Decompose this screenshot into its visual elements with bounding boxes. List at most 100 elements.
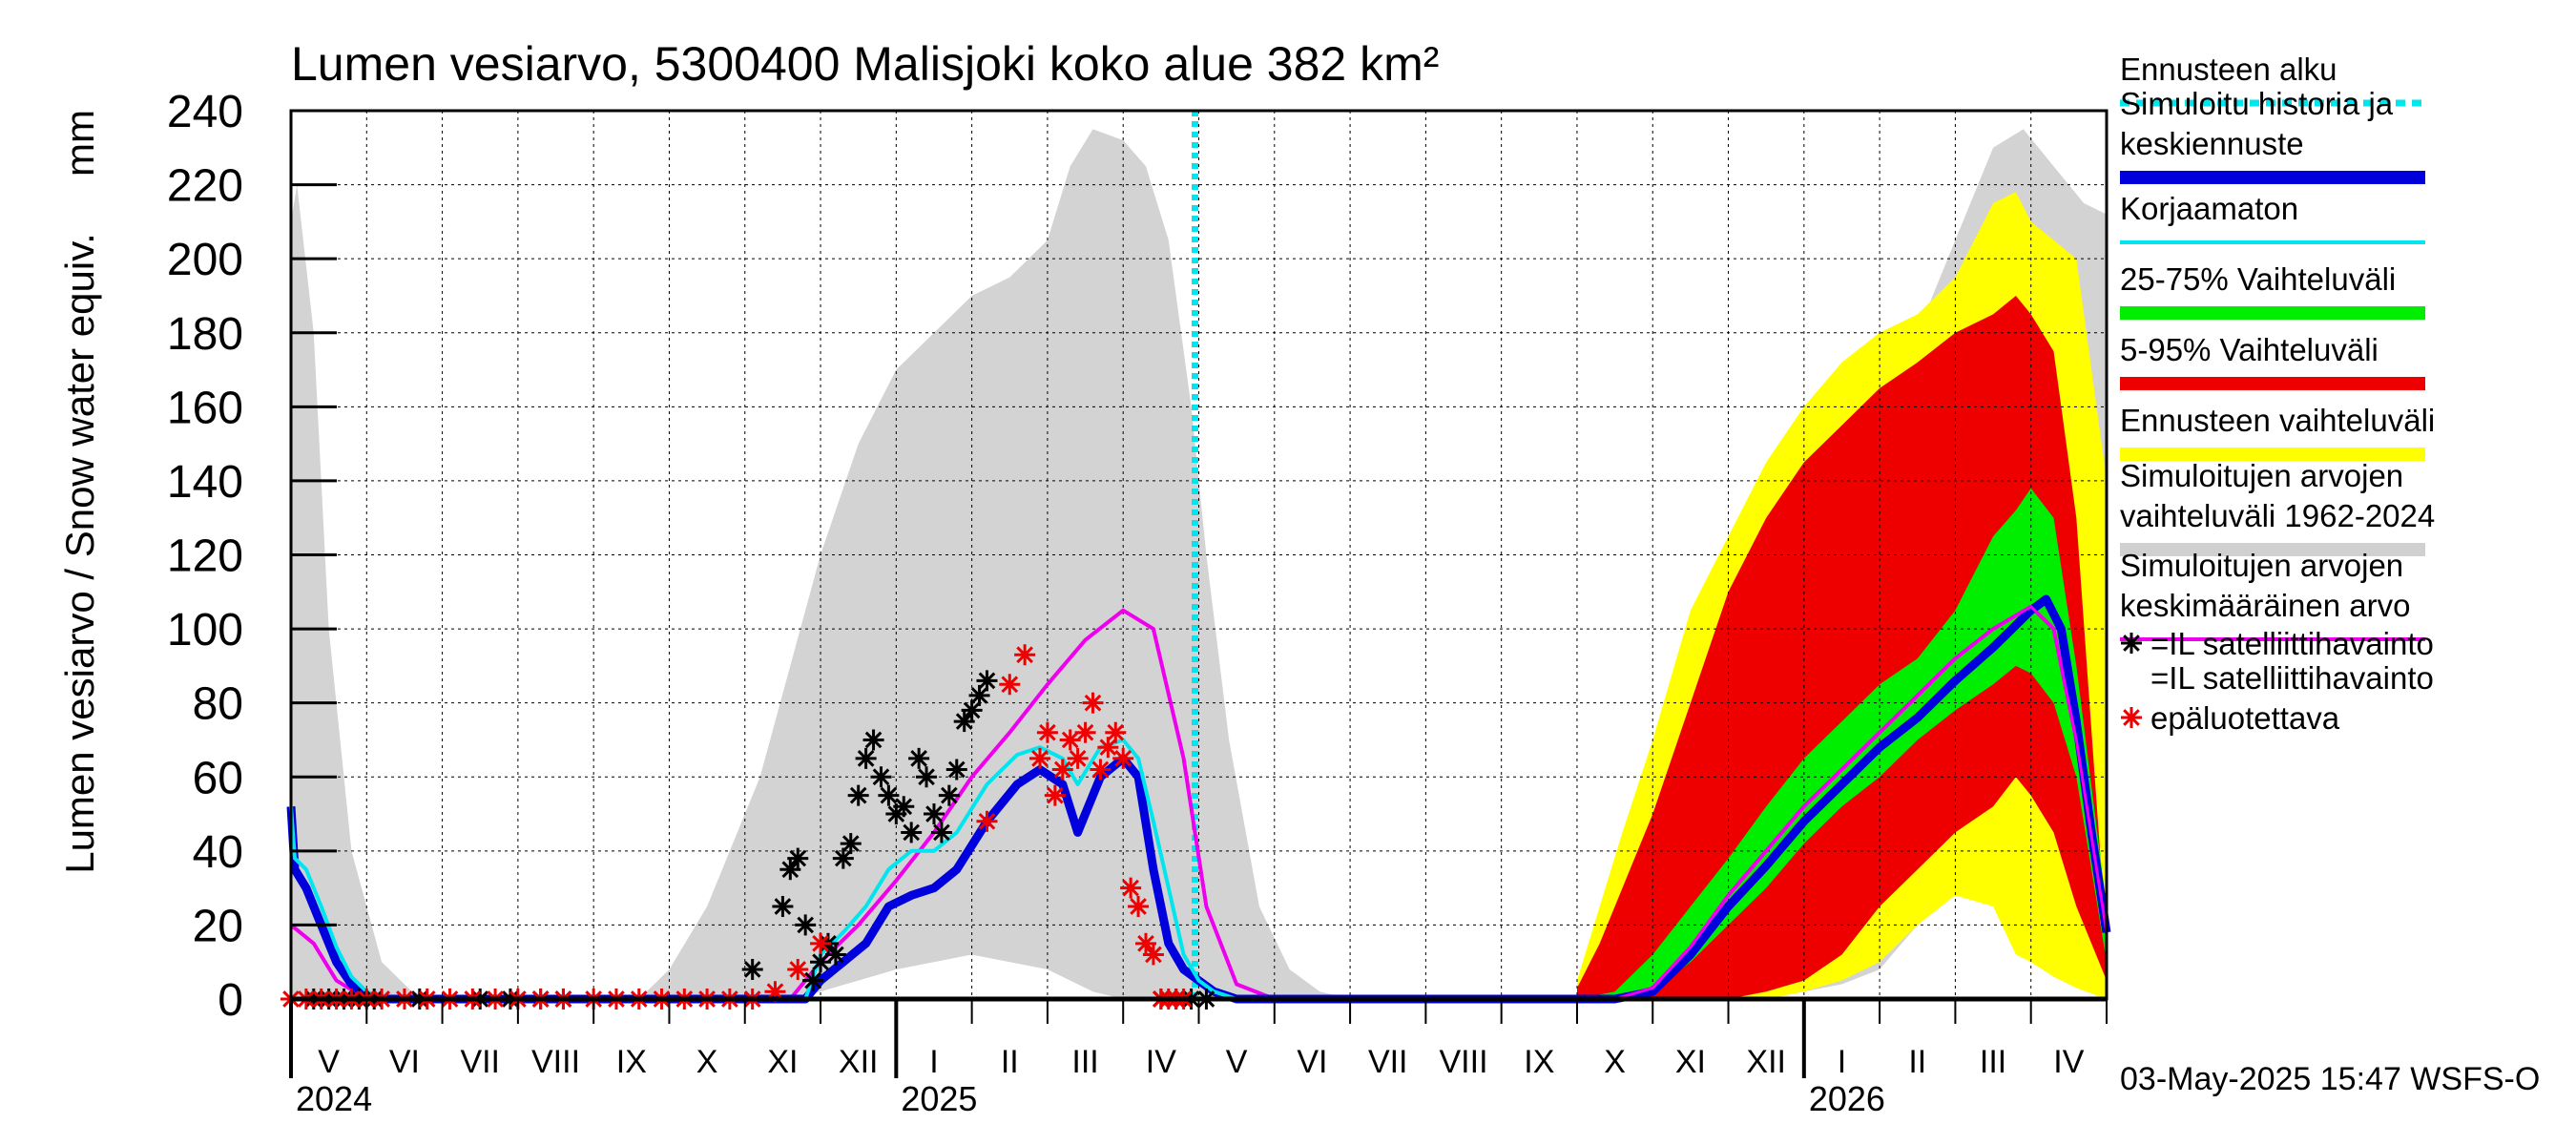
unreliable-satellite-observation-point <box>787 958 809 980</box>
unreliable-satellite-observation-point <box>1090 759 1111 781</box>
satellite-observation-point <box>802 969 824 991</box>
satellite-observation-point <box>795 914 817 936</box>
unreliable-satellite-observation-point <box>1142 944 1164 966</box>
legend-label: =IL satelliittihavainto epäluotettava <box>2150 660 2434 736</box>
x-month-label: XII <box>839 1044 879 1080</box>
unreliable-satellite-observation-point <box>1105 721 1127 743</box>
unreliable-satellite-observation-point <box>1014 644 1036 666</box>
y-tick-label: 180 <box>167 309 243 360</box>
unreliable-satellite-observation-point <box>1134 932 1156 954</box>
legend-label: Korjaamaton <box>2120 191 2298 226</box>
unreliable-satellite-observation-point <box>999 674 1021 696</box>
legend-swatch <box>2120 306 2425 320</box>
legend-label: Simuloitu historia ja keskiennuste <box>2120 86 2394 161</box>
legend-swatch-star <box>2121 707 2142 728</box>
satellite-observation-point <box>908 747 930 769</box>
x-month-label: V <box>1226 1044 1248 1080</box>
x-month-label: IX <box>616 1044 647 1080</box>
unreliable-satellite-observation-point <box>1128 896 1150 918</box>
legend-label: Simuloitujen arvojen keskimääräinen arvo <box>2120 548 2410 623</box>
legend-label: =IL satelliittihavainto <box>2150 626 2434 661</box>
satellite-observation-point <box>968 684 990 706</box>
y-tick-label: 40 <box>193 827 243 878</box>
x-month-label: VII <box>460 1044 500 1080</box>
grid-layer <box>291 110 2107 999</box>
unreliable-satellite-observation-point <box>1120 877 1142 899</box>
legend-swatch <box>2120 171 2425 184</box>
satellite-observation-point <box>953 711 975 733</box>
unreliable-satellite-observation-point <box>1067 747 1089 769</box>
x-month-label: IV <box>2053 1044 2084 1080</box>
x-month-label: VI <box>1297 1044 1327 1080</box>
x-month-label: VII <box>1368 1044 1408 1080</box>
satellite-observation-point <box>832 847 854 869</box>
series-line-korjaamaton <box>289 738 1275 1001</box>
satellite-observation-point <box>916 766 938 788</box>
satellite-observation-point <box>945 759 967 781</box>
legend-item: Korjaamaton <box>2120 191 2425 244</box>
x-month-label: V <box>318 1044 340 1080</box>
timestamp: 03-May-2025 15:47 WSFS-O <box>2120 1061 2540 1097</box>
x-month-label: IX <box>1524 1044 1554 1080</box>
series-line-mean-overlay <box>1577 604 2109 1001</box>
legend-item: Simuloitujen arvojen keskimääräinen arvo <box>2120 548 2425 641</box>
legend-label: 25-75% Vaihteluväli <box>2120 261 2396 297</box>
legend-label: Ennusteen alku <box>2120 52 2337 87</box>
satellite-observation-point <box>878 784 900 806</box>
satellite-observation-point <box>862 729 884 751</box>
y-tick-label: 200 <box>167 235 243 285</box>
y-tick-label: 0 <box>218 975 243 1026</box>
legend-label: Ennusteen vaihteluväli <box>2120 403 2435 438</box>
satellite-observation-point <box>787 847 809 869</box>
x-month-label: XII <box>1746 1044 1786 1080</box>
legend-swatch-star <box>2121 633 2142 654</box>
x-month-label: III <box>1071 1044 1098 1080</box>
y-tick-label: 240 <box>167 87 243 137</box>
legend-item: Simuloitujen arvojen vaihteluväli 1962-20… <box>2120 458 2435 556</box>
unreliable-satellite-observation-point <box>1051 759 1073 781</box>
y-tick-label: 160 <box>167 383 243 433</box>
x-month-label: VIII <box>531 1044 580 1080</box>
y-tick-label: 60 <box>193 753 243 803</box>
unreliable-satellite-observation-point <box>1028 747 1050 769</box>
satellite-observation-point <box>824 944 846 966</box>
satellite-observation-point <box>938 784 960 806</box>
satellite-observation-point <box>840 833 862 855</box>
legend-swatch <box>2120 543 2425 556</box>
satellite-observation-point <box>772 896 794 918</box>
satellite-observation-point <box>855 747 877 769</box>
legend-item: =IL satelliittihavainto <box>2121 626 2434 661</box>
satellite-observation-point <box>741 958 763 980</box>
legend-item: Ennusteen alku <box>2120 52 2425 107</box>
unreliable-satellite-observation-point <box>1036 721 1058 743</box>
x-month-label: VI <box>389 1044 420 1080</box>
unreliable-satellite-observation-point <box>1074 721 1096 743</box>
unreliable-satellite-observation-point <box>1044 784 1066 806</box>
x-month-label: X <box>1604 1044 1626 1080</box>
satellite-observation-point <box>893 796 915 818</box>
satellite-observation-point <box>961 699 983 721</box>
bands-layer <box>291 129 2107 1000</box>
y-tick-label: 120 <box>167 531 243 582</box>
satellite-observation-point <box>923 803 945 825</box>
band-simuloitujen-arvojen-vaihteluv-li-1962-2024 <box>291 129 2107 999</box>
x-month-label: II <box>1001 1044 1019 1080</box>
unreliable-satellite-observation-point <box>1082 692 1104 714</box>
unreliable-satellite-observation-point <box>1059 729 1081 751</box>
satellite-observation-point <box>847 784 869 806</box>
satellite-observation-point <box>779 859 801 881</box>
satellite-observation-point <box>976 670 998 692</box>
band-25-75-vaihteluv-li <box>1577 488 2107 999</box>
legend-swatch <box>2120 377 2425 390</box>
y-tick-label: 100 <box>167 605 243 656</box>
y-tick-label: 140 <box>167 457 243 508</box>
x-month-label: VIII <box>1440 1044 1488 1080</box>
legend-item: 5-95% Vaihteluväli <box>2120 332 2425 390</box>
chart-title: Lumen vesiarvo, 5300400 Malisjoki koko a… <box>291 37 1439 91</box>
satellite-observation-point <box>810 951 832 973</box>
legend-label: Simuloitujen arvojen vaihteluväli 1962-20… <box>2120 458 2435 533</box>
x-month-label: I <box>929 1044 938 1080</box>
unreliable-satellite-observation-point <box>810 932 832 954</box>
